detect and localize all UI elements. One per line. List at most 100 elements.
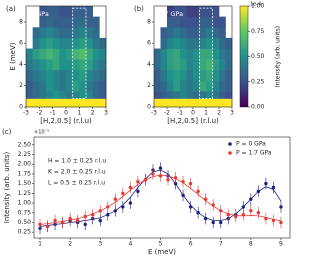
heatmap-cell [26, 69, 33, 81]
data-point [121, 191, 125, 196]
heatmap-cell [46, 37, 53, 49]
heatmap-cell [173, 59, 181, 71]
legend-label: P = 0 GPa [236, 141, 266, 148]
x-tick-label: 1 [77, 110, 81, 117]
panel-label: (c) [2, 128, 12, 136]
heatmap-cell [212, 69, 220, 81]
heatmap-cell [206, 98, 213, 108]
heatmap-cell [193, 80, 200, 92]
data-point [83, 222, 87, 227]
heatmap-cell [167, 91, 174, 99]
colorbar-tick-label: 1.00 [251, 3, 265, 10]
x-tick-label: 2 [91, 110, 95, 117]
heatmap-cell [99, 59, 107, 71]
heatmap-cell [212, 59, 220, 71]
heatmap-cell [154, 80, 161, 92]
y-tick-label: 0.50 [18, 219, 32, 226]
legend-marker [228, 142, 232, 146]
y-tick-label: 0 [19, 104, 23, 111]
heatmap-cell [79, 80, 87, 92]
data-point [219, 209, 223, 213]
heatmap-cell [79, 91, 87, 99]
heatmap-cell [72, 16, 80, 28]
heatmap-cell [199, 37, 207, 49]
data-point [256, 211, 261, 215]
data-point [151, 172, 155, 176]
heatmap-cell [72, 59, 80, 71]
data-point [256, 189, 261, 194]
heatmap-cell [186, 91, 194, 99]
colorbar-tick-label: 0.00 [251, 104, 265, 111]
heatmap-cell [79, 98, 87, 108]
heatmap-cell [59, 27, 67, 39]
heatmap-cell [99, 69, 107, 81]
heatmap-cell [193, 48, 200, 60]
heatmap-cell [92, 59, 100, 71]
data-point [234, 214, 238, 219]
x-axis-label: [H,2,0.5] (r.l.u) [167, 117, 219, 125]
heatmap-cell [52, 37, 60, 49]
legend-marker [228, 151, 232, 155]
x-tick-label: -3 [23, 110, 29, 117]
heatmap-cell [160, 27, 168, 39]
heatmap-cell [26, 80, 33, 92]
heatmap-cell [167, 48, 174, 60]
heatmap-cell [225, 48, 233, 60]
heatmap-cell [52, 98, 60, 108]
colorbar-tick-label: 0.50 [251, 53, 265, 60]
data-point [113, 209, 118, 213]
colorbar-label: Intensity (arb. units) [275, 26, 282, 87]
heatmap-cell [46, 27, 53, 39]
heatmap-cell [212, 98, 220, 108]
heatmap-cell [86, 80, 93, 92]
heatmap-cell [160, 48, 168, 60]
heatmap-cell [167, 59, 174, 71]
annotation: L = 0.5 ± 0.25 r.l.u [48, 180, 105, 187]
heatmap-cell [225, 59, 233, 71]
annotation: 0 GPa [30, 10, 49, 18]
x-tick-label: -2 [36, 110, 42, 117]
heatmap-cell [39, 16, 47, 28]
heatmap-cell [193, 69, 200, 81]
heatmap-cell [86, 16, 93, 28]
heatmap-cell [199, 16, 207, 28]
heatmap-cell [206, 91, 213, 99]
data-point [226, 212, 230, 217]
heatmap-cell [26, 59, 33, 71]
heatmap-cell [193, 27, 200, 39]
heatmap-cell [199, 59, 207, 71]
heatmap-cell [186, 98, 194, 108]
y-tick-label: 8 [19, 18, 23, 25]
heatmap-cell [167, 98, 174, 108]
heatmap-cell [92, 98, 100, 108]
y-tick-label: 2.25 [18, 151, 32, 158]
heatmap-cell [32, 91, 40, 99]
heatmap-cell [219, 69, 226, 81]
heatmap-cell [212, 37, 220, 49]
heatmap-cell [206, 59, 213, 71]
heatmap-cell [225, 80, 233, 92]
data-point [38, 222, 42, 227]
heatmap-cell [167, 6, 174, 17]
heatmap-cell [225, 98, 233, 108]
heatmap-cell [46, 59, 53, 71]
heatmap-cell [99, 37, 107, 49]
heatmap-cell [86, 59, 93, 71]
heatmap-cell [66, 27, 73, 39]
heatmap-cell [92, 69, 100, 81]
highlight-box [199, 7, 213, 99]
heatmap-cell [99, 98, 107, 108]
y-tick-label: 1.00 [18, 200, 32, 207]
data-point [211, 203, 215, 207]
heatmap-cell [199, 6, 207, 17]
heatmap-cell [160, 59, 168, 71]
heatmap-cell [180, 98, 187, 108]
heatmap-cell [86, 69, 93, 81]
heatmap-cell [79, 48, 87, 60]
heatmap-cell [212, 27, 220, 39]
heatmap-cell [52, 48, 60, 60]
heatmap-cell [52, 16, 60, 28]
heatmap-cell [72, 27, 80, 39]
heatmap-cell [180, 59, 187, 71]
heatmap-cell [193, 6, 200, 17]
